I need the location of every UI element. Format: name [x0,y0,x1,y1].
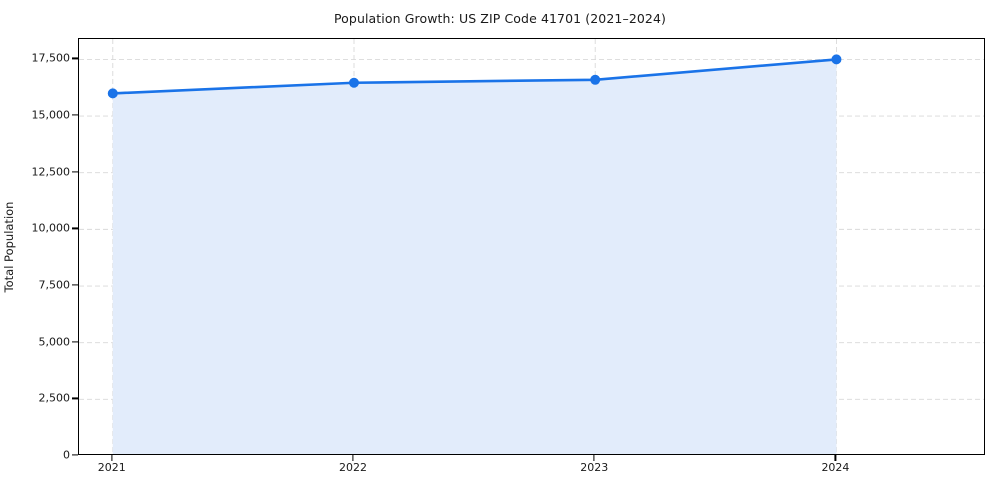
x-tick-label: 2023 [580,461,609,474]
y-tick-label: 17,500 [31,51,71,65]
y-tick-label: 7,500 [38,278,71,292]
data-point-marker [348,77,359,88]
data-line [111,58,838,95]
y-tick-label: 0 [63,448,70,462]
y-tick-mark [72,454,78,456]
y-axis-tick-labels: 0 2,500 5,000 7,500 10,000 12,500 15,000 17,500 [0,0,71,500]
data-point-marker [831,54,842,65]
y-tick-mark [72,227,78,229]
y-tick-label: 12,500 [31,165,71,179]
y-tick-label: 5,000 [38,335,71,349]
x-tick-mark [593,455,595,461]
x-tick-mark [834,455,837,461]
chart-title: Population Growth: US ZIP Code 41701 (20… [333,11,667,26]
x-axis-tick-labels: 2021 2022 2023 2024 [0,461,1000,481]
y-tick-mark [72,341,78,343]
y-tick-label: 15,000 [31,108,71,122]
x-tick-label: 2024 [821,461,850,474]
data-markers [107,54,842,99]
x-tick-mark [352,455,354,461]
x-tick-label: 2022 [338,461,367,474]
x-tick-mark [111,455,113,461]
area-fill [112,59,837,454]
data-point-marker [590,74,601,85]
y-tick-mark [72,114,78,116]
y-tick-mark [72,284,78,286]
x-tick-label: 2021 [97,461,126,474]
y-tick-mark [72,171,78,173]
y-tick-mark [72,57,78,59]
y-tick-label: 10,000 [31,221,71,235]
line-chart-svg [79,39,984,454]
plot-area [78,38,985,455]
y-tick-mark [72,397,78,399]
y-tick-label: 2,500 [38,391,71,405]
data-point-marker [107,88,118,99]
